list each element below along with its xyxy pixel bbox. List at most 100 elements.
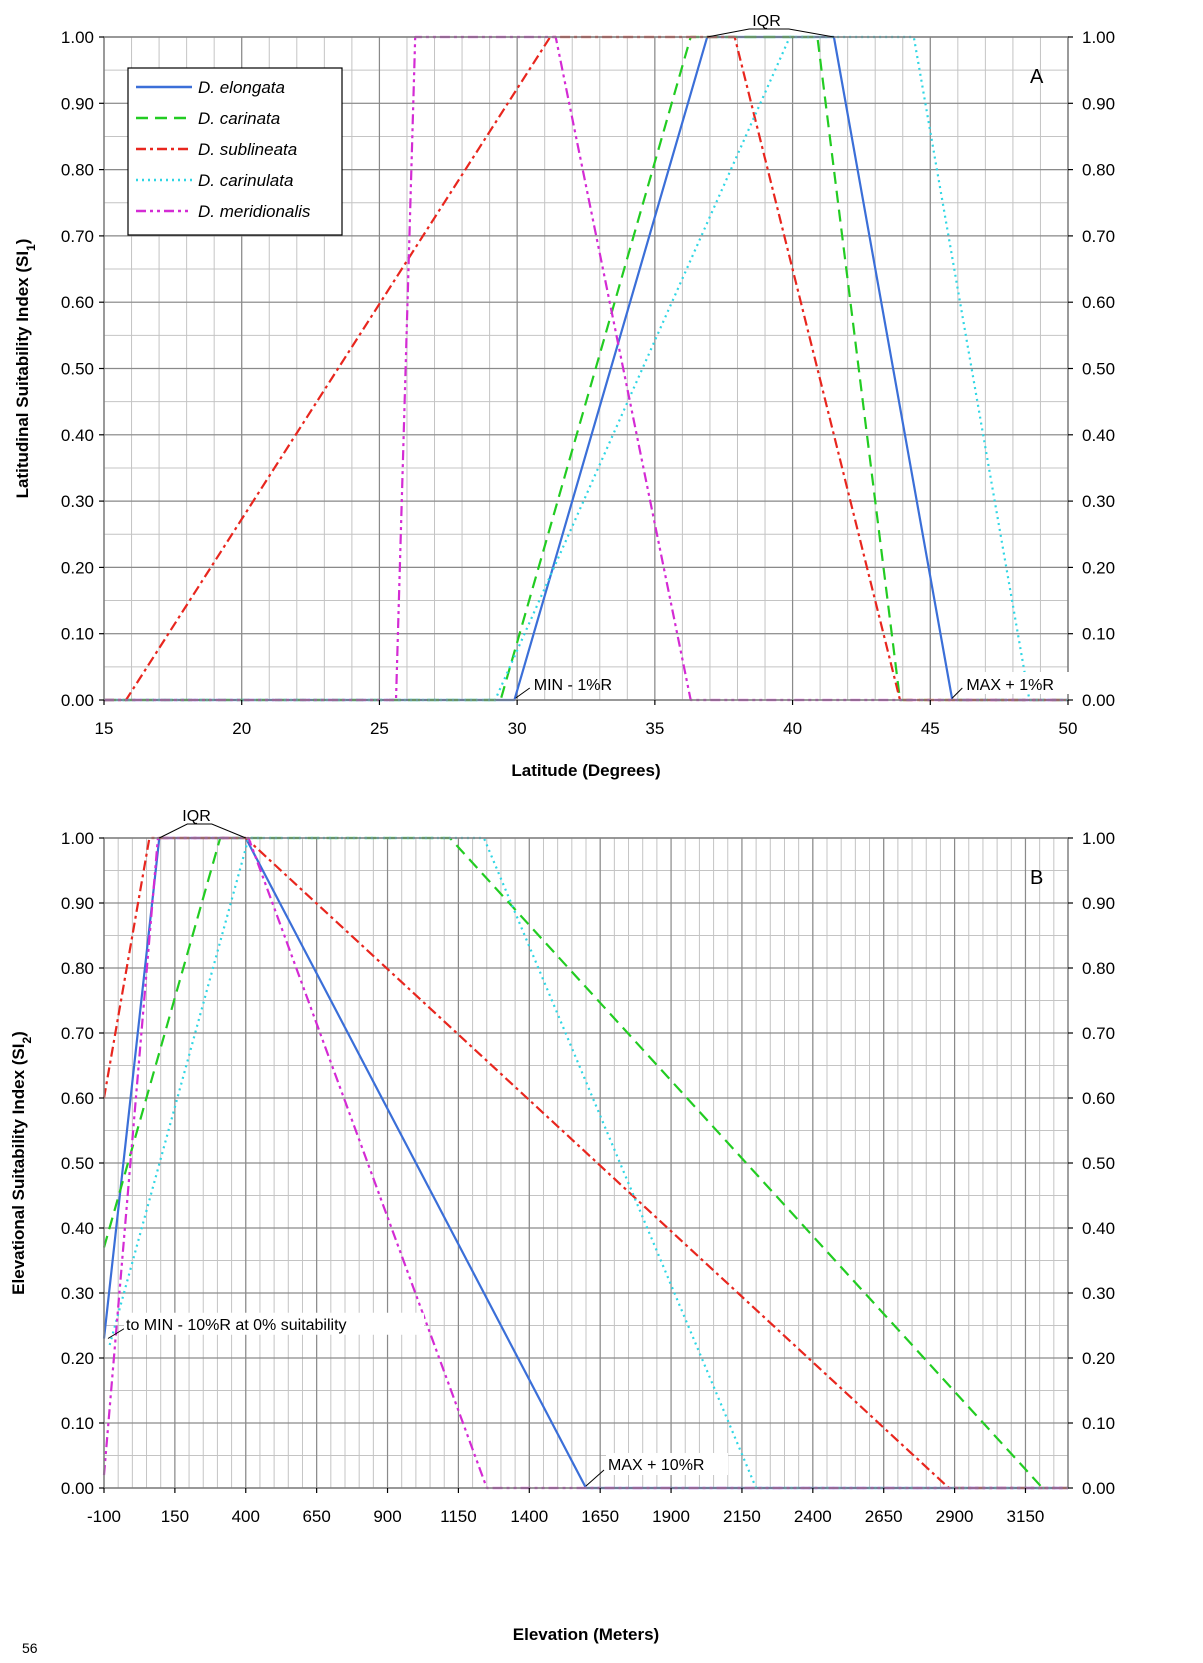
b-x-tick-label: 2900 (936, 1507, 974, 1526)
b-y-tick-label-left: 1.00 (61, 829, 94, 848)
b-y-tick-label-right: 0.20 (1082, 1349, 1115, 1368)
a-y-tick-label-right: 0.30 (1082, 492, 1115, 511)
a-y-tick-label-right: 0.70 (1082, 227, 1115, 246)
a-y-tick-label-right: 0.10 (1082, 625, 1115, 644)
b-y-tick-label-left: 0.50 (61, 1154, 94, 1173)
a-iqr-label: IQR (752, 13, 780, 30)
b-y-tick-label-right: 0.60 (1082, 1089, 1115, 1108)
b-y-tick-label-left: 0.20 (61, 1349, 94, 1368)
b-annotations: IQR to MIN - 10%R at 0% suitability MAX + … (107, 808, 728, 1487)
a-y-tick-label-right: 0.00 (1082, 691, 1115, 710)
b-x-tick-label: 1650 (581, 1507, 619, 1526)
b-x-tick-label: -100 (87, 1507, 121, 1526)
b-min-pointer (107, 1328, 125, 1339)
a-x-tick-label: 50 (1059, 719, 1078, 738)
a-y-tick-label-left: 0.10 (61, 625, 94, 644)
b-x-tick-label: 900 (373, 1507, 401, 1526)
b-max-label: MAX + 10%R (608, 1457, 704, 1474)
a-y-tick-label-left: 0.60 (61, 293, 94, 312)
a-x-axis-title: Latitude (Degrees) (511, 761, 660, 780)
a-annotations: IQR MIN - 1%R MAX + 1%R (515, 13, 1073, 699)
a-x-tick-label: 45 (921, 719, 940, 738)
b-y-tick-label-right: 1.00 (1082, 829, 1115, 848)
legend-label: D. carinata (198, 109, 280, 128)
legend-label: D. meridionalis (198, 202, 311, 221)
a-y-tick-label-left: 1.00 (61, 28, 94, 47)
a-min-label: MIN - 1%R (534, 677, 612, 694)
a-x-tick-label: 35 (645, 719, 664, 738)
b-x-tick-label: 2150 (723, 1507, 761, 1526)
b-min-label: to MIN - 10%R at 0% suitability (126, 1317, 347, 1334)
b-y-tick-label-left: 0.80 (61, 959, 94, 978)
b-max-label-bg (606, 1453, 728, 1475)
page-number: 56 (22, 1640, 38, 1656)
legend-label: D. elongata (198, 78, 285, 97)
b-iqr-label: IQR (182, 808, 210, 825)
a-y-tick-label-left: 0.30 (61, 492, 94, 511)
b-x-tick-label: 1150 (440, 1507, 477, 1526)
b-y-tick-label-right: 0.80 (1082, 959, 1115, 978)
a-y-tick-label-right: 0.20 (1082, 558, 1115, 577)
b-x-axis-title: Elevation (Meters) (513, 1625, 659, 1644)
b-y-tick-label-left: 0.10 (61, 1414, 94, 1433)
a-max-label: MAX + 1%R (966, 677, 1054, 694)
a-max-pointer (951, 687, 963, 699)
a-y-tick-label-right: 0.60 (1082, 293, 1115, 312)
a-y-tick-label-right: 0.50 (1082, 360, 1115, 379)
a-y-tick-label-right: 0.40 (1082, 426, 1115, 445)
a-iqr-bracket (707, 28, 834, 38)
a-y-tick-label-left: 0.90 (61, 94, 94, 113)
b-x-tick-label: 650 (302, 1507, 330, 1526)
panel-a: 0.00 0.00 0.10 0.10 0.20 0.20 0.30 0.30 0.40 0.40… (13, 13, 1115, 780)
b-y-tick-label-left: 0.30 (61, 1284, 94, 1303)
b-y-tick-label-left: 0.60 (61, 1089, 94, 1108)
a-y-tick-label-left: 0.80 (61, 161, 94, 180)
a-x-tick-label: 15 (95, 719, 114, 738)
b-y-tick-label-right: 0.00 (1082, 1479, 1115, 1498)
b-y-axis-subscript: 2 (20, 1037, 34, 1044)
legend-label: D. sublineata (198, 140, 297, 159)
b-iqr-bracket (159, 823, 246, 839)
legend: D. elongata D. carinata D. sublineata D. ca… (127, 67, 343, 236)
b-min-label-bg (124, 1312, 424, 1335)
b-x-tick-label: 3150 (1007, 1507, 1045, 1526)
b-max-pointer (585, 1469, 605, 1487)
b-y-tick-label-left: 0.40 (61, 1219, 94, 1238)
a-y-tick-label-left: 0.70 (61, 227, 94, 246)
a-x-tick-label: 20 (232, 719, 251, 738)
b-x-tick-label: 1900 (652, 1507, 690, 1526)
b-x-tick-label: 1400 (510, 1507, 548, 1526)
b-x-tick-label: 400 (232, 1507, 260, 1526)
a-y-tick-label-right: 0.90 (1082, 94, 1115, 113)
b-y-tick-label-right: 0.30 (1082, 1284, 1115, 1303)
b-gridlines (103, 837, 1069, 1489)
a-x-tick-label: 40 (783, 719, 802, 738)
a-y-tick-label-left: 0.50 (61, 360, 94, 379)
a-y-tick-label-left: 0.40 (61, 426, 94, 445)
a-x-tick-label: 25 (370, 719, 389, 738)
a-y-tick-label-left: 0.20 (61, 558, 94, 577)
a-y-tick-label-right: 1.00 (1082, 28, 1115, 47)
a-x-tick-label: 30 (508, 719, 527, 738)
a-y-tick-label-right: 0.80 (1082, 161, 1115, 180)
b-y-tick-label-right: 0.50 (1082, 1154, 1115, 1173)
b-panel-label: B (1030, 867, 1043, 889)
b-y-tick-label-right: 0.10 (1082, 1414, 1115, 1433)
b-y-tick-label-right: 0.40 (1082, 1219, 1115, 1238)
a-y-tick-label-left: 0.00 (61, 691, 94, 710)
a-y-axis-subscript: 1 (24, 244, 38, 251)
legend-box (127, 67, 343, 236)
a-y-axis-title: Latitudinal Suitability Index (SI1) (13, 239, 38, 499)
b-x-tick-label: 2650 (865, 1507, 903, 1526)
a-max-label-bg (964, 672, 1073, 694)
a-min-pointer (515, 687, 531, 699)
panel-b: 0.00 0.00 0.10 0.10 0.20 0.20 0.30 0.30 0.40 0.40… (9, 808, 1115, 1644)
b-y-tick-label-right: 0.70 (1082, 1024, 1115, 1043)
b-y-tick-label-left: 0.00 (61, 1479, 94, 1498)
b-y-axis-title: Elevational Suitability Index (SI2) (9, 1031, 34, 1295)
a-panel-label: A (1030, 66, 1044, 88)
b-x-tick-label: 150 (161, 1507, 189, 1526)
b-y-tick-label-right: 0.90 (1082, 894, 1115, 913)
b-x-tick-label: 2400 (794, 1507, 832, 1526)
